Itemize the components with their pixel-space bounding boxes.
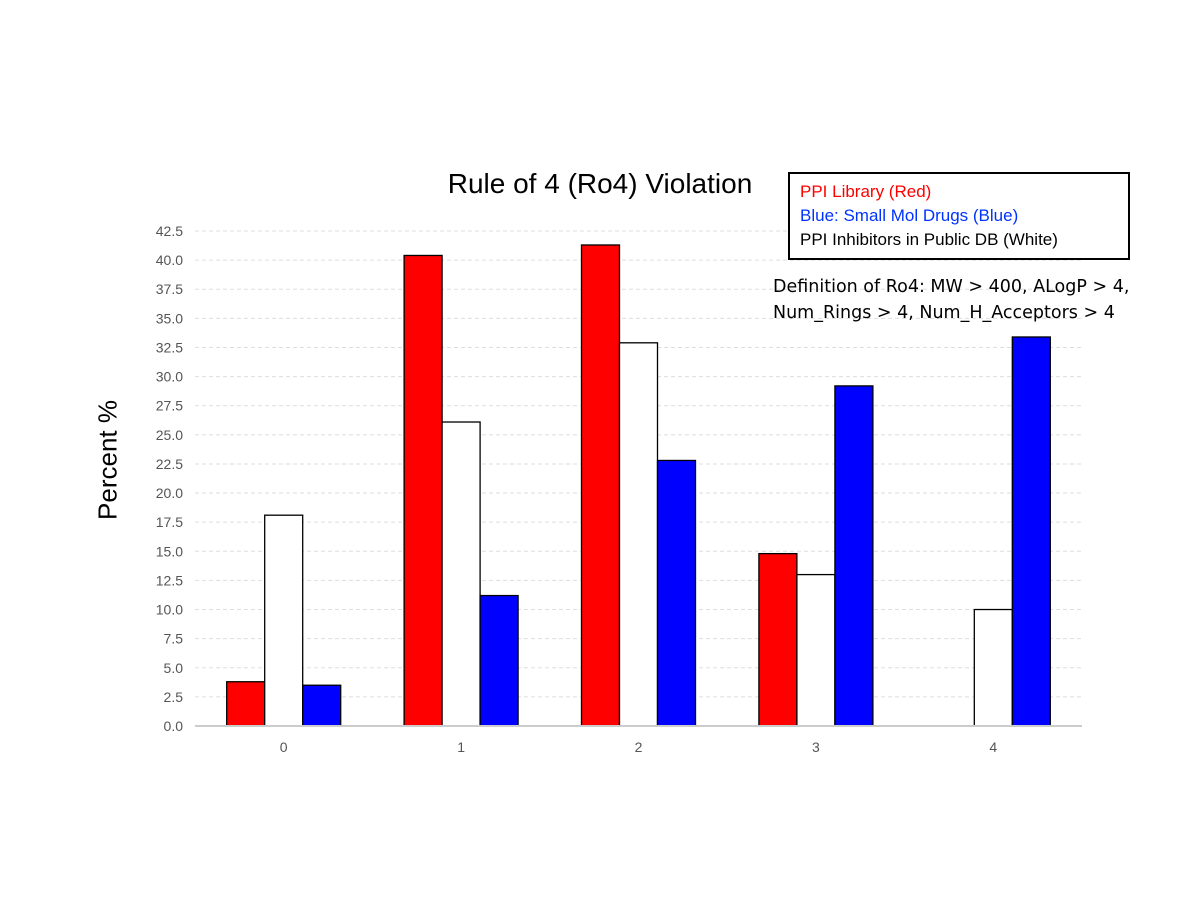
bar-small-mol-drugs-1 (479, 594, 519, 727)
ro4-definition-annotation: Definition of Ro4: MW > 400, ALogP > 4, … (773, 274, 1129, 326)
y-tick-label: 25.0 (156, 427, 183, 443)
bar-ppi-library-1 (403, 254, 443, 727)
y-tick-label: 10.0 (156, 602, 183, 618)
x-tick-label: 0 (280, 739, 288, 755)
bar-ppi-inhibitors-1 (441, 421, 481, 727)
x-tick-label: 4 (989, 739, 997, 755)
bar-ppi-inhibitors-2 (618, 342, 659, 727)
y-tick-label: 32.5 (156, 339, 183, 355)
bar-ppi-library-3 (758, 552, 798, 727)
bar-ppi-library-2 (580, 244, 621, 727)
bar-ppi-library-0 (226, 681, 266, 727)
bar-small-mol-drugs-4 (1011, 336, 1051, 727)
bar-ppi-inhibitors-3 (796, 573, 836, 727)
y-tick-label: 37.5 (156, 281, 183, 297)
y-tick-label: 7.5 (164, 631, 184, 647)
y-tick-label: 0.0 (164, 718, 184, 734)
y-tick-label: 12.5 (156, 572, 183, 588)
y-tick-label: 2.5 (164, 689, 184, 705)
legend-item-small-mol-drugs: Blue: Small Mol Drugs (Blue) (800, 206, 1019, 225)
x-tick-label: 1 (457, 739, 465, 755)
bar-small-mol-drugs-0 (302, 684, 342, 727)
bar-ppi-inhibitors-4 (973, 608, 1013, 727)
y-tick-label: 35.0 (156, 310, 183, 326)
y-tick-label: 40.0 (156, 252, 183, 268)
x-tick-label: 2 (635, 739, 643, 755)
bar-ppi-inhibitors-0 (264, 514, 304, 727)
y-tick-label: 17.5 (156, 514, 183, 530)
legend-item-ppi-inhibitors: PPI Inhibitors in Public DB (White) (800, 230, 1058, 249)
bar-small-mol-drugs-3 (834, 385, 874, 727)
x-tick-label: 3 (812, 739, 820, 755)
y-axis-ticks: 0.0 2.5 5.0 7.5 10.0 12.5 15.0 17.5 20.0 22.5 25.0… (156, 223, 183, 734)
y-tick-label: 30.0 (156, 369, 183, 385)
y-tick-label: 5.0 (164, 660, 184, 676)
y-tick-label: 27.5 (156, 398, 183, 414)
legend-item-ppi-library: PPI Library (Red) (800, 182, 932, 201)
y-tick-label: 20.0 (156, 485, 183, 501)
y-tick-label: 22.5 (156, 456, 183, 472)
legend: PPI Library (Red) Blue: Small Mol Drugs … (788, 172, 1130, 260)
definition-line-2: Num_Rings > 4, Num_H_Acceptors > 4 (773, 303, 1115, 323)
x-axis-ticks: 0 1 2 3 4 (280, 739, 998, 755)
y-axis-label: Percent % (92, 400, 123, 520)
y-tick-label: 15.0 (156, 543, 183, 559)
chart-title: Rule of 4 (Ro4) Violation (447, 168, 753, 199)
bars (226, 244, 1051, 727)
y-tick-label: 42.5 (156, 223, 183, 239)
definition-line-1: Definition of Ro4: MW > 400, ALogP > 4, (773, 277, 1130, 297)
bar-small-mol-drugs-2 (656, 459, 697, 727)
